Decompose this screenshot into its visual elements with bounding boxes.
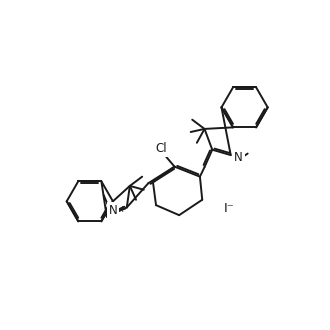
Text: +: + <box>118 205 126 214</box>
Text: N: N <box>234 151 243 164</box>
Text: I⁻: I⁻ <box>224 203 235 215</box>
Text: Cl: Cl <box>156 143 167 155</box>
Text: N: N <box>109 204 117 217</box>
